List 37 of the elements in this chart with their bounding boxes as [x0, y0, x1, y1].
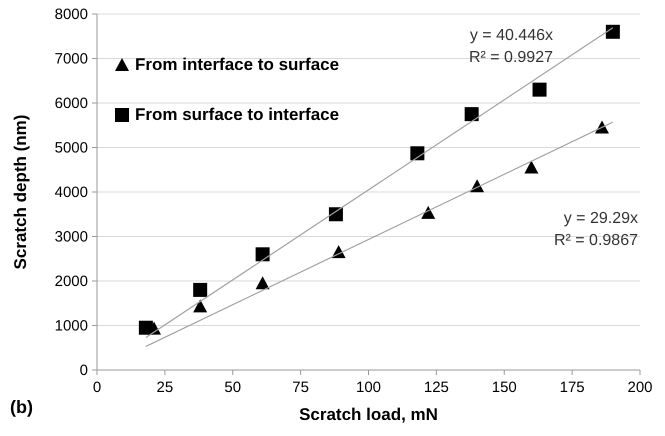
text: (b): [10, 397, 33, 417]
point: [193, 282, 208, 297]
point: [193, 299, 208, 312]
annotation: y = 40.446x R² = 0.9927: [468, 27, 554, 66]
y-axis-title: Scratch depth (nm): [11, 114, 30, 270]
y-tick-label: 6000: [54, 95, 88, 112]
point: [138, 320, 153, 335]
y-tick-label: 0: [80, 362, 88, 379]
y-tick-label: 7000: [54, 50, 88, 68]
x-tick-label: 175: [560, 379, 585, 396]
legend-label: From interface to surface: [135, 55, 340, 74]
x-tick-label: 50: [224, 379, 242, 396]
point: [524, 160, 538, 174]
x-tick-label: 200: [627, 379, 653, 396]
x-tick-label: 25: [156, 379, 174, 396]
y-tick-label: 2000: [54, 273, 88, 290]
y-tick-label: 1000: [54, 318, 88, 334]
y-tick-label: 3000: [54, 228, 88, 246]
point: [410, 146, 424, 160]
y-tick-label: 4000: [54, 184, 88, 201]
point: [421, 206, 436, 219]
x-tick-label: 100: [356, 379, 382, 396]
x-tick-label: 125: [424, 379, 449, 396]
point: [256, 247, 270, 262]
y-tick-label: 8000: [54, 6, 88, 23]
point: [328, 207, 343, 222]
point: [464, 107, 479, 122]
y-tick-label: 5000: [54, 140, 88, 156]
point: [532, 82, 547, 97]
point: [606, 24, 620, 39]
x-axis-title: Scratch load, mN: [299, 405, 438, 424]
x-tick-label: 150: [492, 379, 517, 396]
x-tick-label: 0: [92, 379, 102, 396]
point: [256, 276, 270, 290]
x-tick-label: 75: [292, 379, 309, 396]
legend-label: From surface to interface: [135, 105, 340, 124]
annotation: y = 29.29x R² = 0.9867: [554, 210, 638, 249]
